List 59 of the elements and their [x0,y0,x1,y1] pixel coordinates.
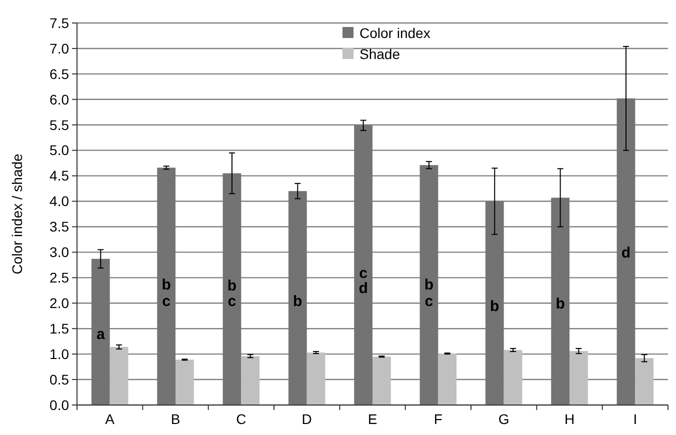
x-tick-label: A [105,411,116,427]
y-tick-label: 6.0 [50,91,70,108]
y-tick-label: 2.0 [50,295,70,312]
bar [241,356,260,405]
bar [222,173,242,405]
annotation: a [96,326,106,343]
annotation: b [162,276,171,294]
annotation: b [293,292,302,310]
bar [438,354,457,405]
bar [504,350,522,405]
y-tick-label: 2.5 [50,270,70,286]
bar [635,358,654,405]
bar [485,201,504,405]
bar [372,356,391,405]
y-tick-label: 7.0 [50,40,70,56]
bar [306,352,326,405]
x-tick-label: G [498,411,510,427]
annotation: b [556,295,565,312]
bar [420,165,438,405]
annotation: d [621,244,631,262]
y-tick-label: 0.0 [50,396,70,413]
annotation: d [358,280,368,298]
y-tick-label: 1.5 [50,320,70,336]
y-tick-label: 3.0 [50,244,70,260]
y-tick-label: 5.5 [50,116,70,133]
bar [570,351,588,405]
y-tick-label: 3.5 [50,218,70,235]
y-tick-label: 7.5 [50,14,70,31]
bar [354,125,372,405]
y-tick-label: 6.5 [50,66,70,82]
x-tick-label: F [434,411,442,427]
annotation: c [359,264,368,282]
y-tick-label: 4.0 [50,193,70,210]
legend-label: Shade [360,46,400,62]
annotation: b [227,278,237,295]
x-tick-label: H [564,411,575,427]
y-tick-label: 4.5 [50,168,70,184]
legend-label: Color index [360,24,430,41]
bar [157,168,176,405]
annotation: c [162,292,170,310]
y-tick-label: 0.5 [50,371,70,388]
bar [91,258,110,405]
annotation: c [228,292,236,310]
bar [110,346,128,405]
x-tick-label: I [633,411,638,427]
bar [288,191,307,405]
annotation: b [490,298,500,315]
y-axis-title: Color index / shade [9,153,25,274]
x-tick-label: E [368,411,378,427]
bar [616,98,636,405]
x-tick-label: B [170,411,180,427]
y-tick-label: 5.0 [50,142,70,158]
annotation: b [424,276,434,294]
y-tick-label: 1.0 [50,346,70,362]
annotation: c [424,292,434,310]
x-tick-label: C [236,411,246,427]
x-tick-label: D [302,411,312,427]
bar [551,198,570,405]
bar [176,360,194,405]
